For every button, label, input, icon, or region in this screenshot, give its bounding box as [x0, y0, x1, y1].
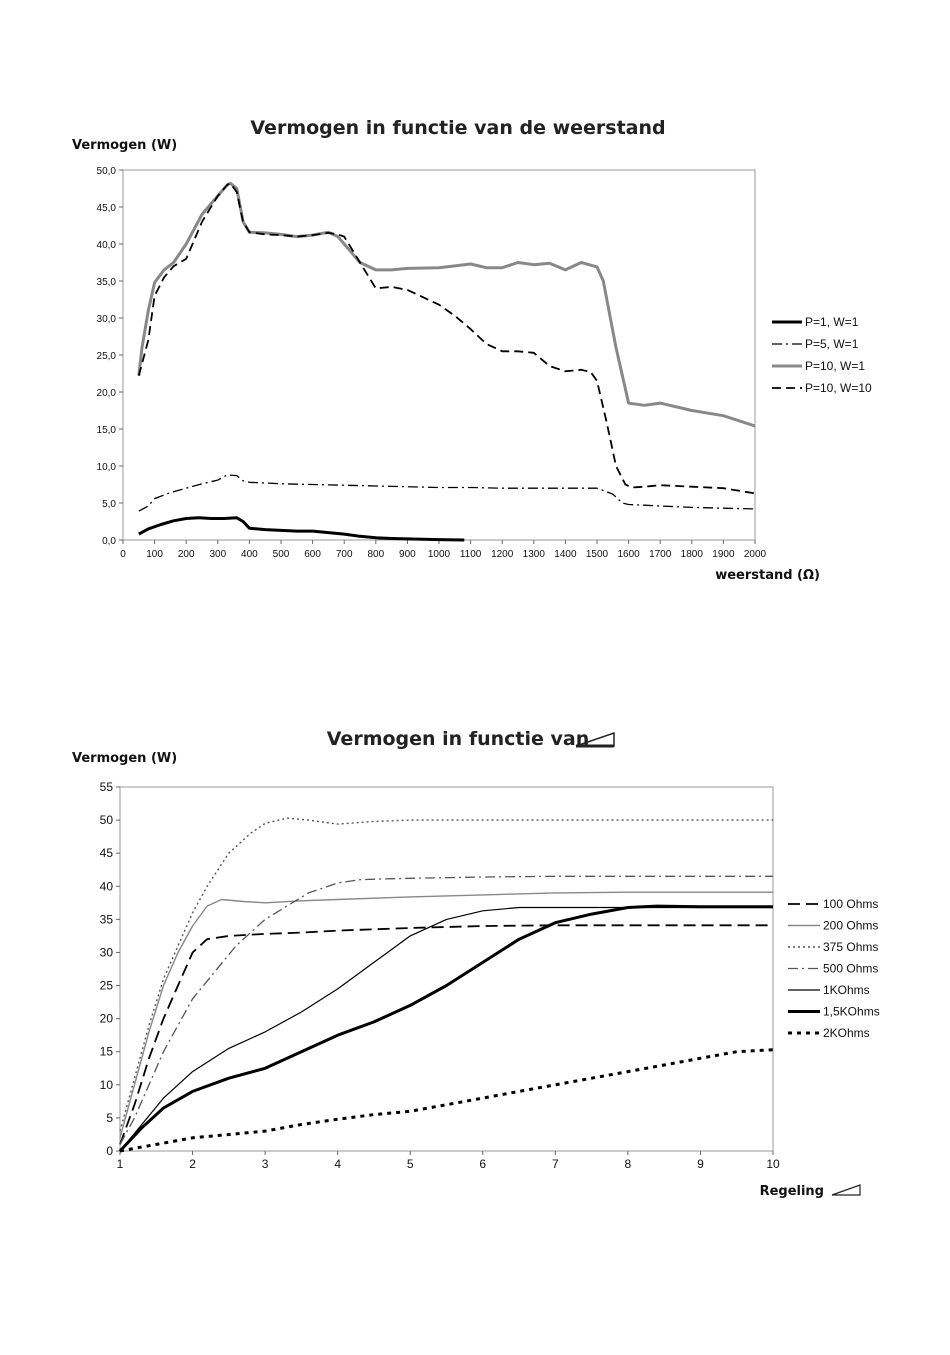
chart-1-x-tick-label: 700: [336, 549, 353, 560]
chart-2-y-tick-label: 5: [106, 1111, 113, 1125]
chart-1-y-tick-label: 40,0: [97, 240, 117, 251]
chart-1-y-tick-label: 50,0: [97, 166, 117, 177]
chart-1-x-tick-label: 1300: [523, 549, 546, 560]
chart-2-x-axis-label: Regeling: [760, 1184, 824, 1199]
chart-2-plot-area: [119, 786, 774, 1152]
chart-1-legend-label: P=5, W=1: [805, 337, 859, 351]
chart-2-series-line-6: [118, 904, 773, 1153]
chart-1-series-line-4: [137, 182, 756, 495]
chart-1-x-tick-label: 400: [241, 549, 258, 560]
chart-2-x-tick-label: 6: [479, 1157, 486, 1171]
chart-2-y-axis-label: Vermogen (W): [72, 751, 177, 766]
chart-2-y-tick-label: 0: [106, 1144, 113, 1158]
chart-2-series-line-4: [119, 875, 773, 1145]
chart-2-series-line-2: [119, 891, 773, 1138]
chart-2-y-tick-label: 55: [100, 780, 114, 794]
chart-1-series-line-1: [138, 516, 465, 542]
chart-2-legend-label: 1,5KOhms: [823, 1005, 880, 1019]
chart-1-x-tick-label: 1900: [712, 549, 735, 560]
wedge-small-icon: [831, 1184, 861, 1196]
wedge-icon: [575, 731, 615, 748]
chart-1-x-tick-label: 600: [304, 549, 321, 560]
chart-2-y-tick-label: 30: [100, 945, 114, 959]
chart-1-y-axis-label: Vermogen (W): [72, 138, 177, 153]
chart-1-plot-area: [122, 169, 756, 541]
chart-2-x-tick-label: 5: [407, 1157, 414, 1171]
chart-1-x-tick-label: 200: [178, 549, 195, 560]
chart-1-legend-label: P=10, W=10: [805, 381, 872, 395]
chart-2: Vermogen in functie van Vermogen (W) Reg…: [72, 728, 880, 1199]
chart-1-y-tick-label: 15,0: [97, 425, 117, 436]
chart-2-title: Vermogen in functie van: [327, 728, 589, 750]
chart-1-x-tick-label: 1500: [586, 549, 609, 560]
chart-1-y-tick-label: 20,0: [97, 388, 117, 399]
chart-2-y-tick-label: 45: [100, 846, 114, 860]
chart-1-y-tick-label: 35,0: [97, 277, 117, 288]
chart-2-series-line-1: [119, 924, 773, 1145]
chart-2-x-tick-label: 10: [766, 1157, 780, 1171]
chart-2-y-tick-label: 15: [100, 1045, 114, 1059]
chart-1-series-line-2: [138, 474, 756, 512]
chart-2-legend-label: 100 Ohms: [823, 897, 878, 911]
chart-1-x-axis-label: weerstand (Ω): [715, 568, 820, 583]
chart-1-y-tick-label: 0,0: [102, 536, 116, 547]
chart-2-x-tick-label: 9: [697, 1157, 704, 1171]
chart-2-legend-label: 500 Ohms: [823, 962, 878, 976]
chart-2-y-tick-label: 10: [100, 1078, 114, 1092]
chart-2-series-line-3: [119, 817, 773, 1132]
chart-2-x-tick-label: 3: [262, 1157, 269, 1171]
chart-1-title: Vermogen in functie van de weerstand: [250, 117, 665, 139]
chart-2-x-tick-label: 8: [625, 1157, 632, 1171]
chart-2-legend-label: 2KOhms: [823, 1026, 870, 1040]
chart-2-legend-label: 200 Ohms: [823, 919, 878, 933]
chart-1-x-tick-label: 1600: [617, 549, 640, 560]
chart-2-series-line-5: [119, 906, 773, 1152]
chart-2-series-line-7: [119, 1048, 774, 1153]
chart-1-x-tick-label: 300: [209, 549, 226, 560]
chart-1-x-tick-label: 2000: [744, 549, 767, 560]
chart-2-x-tick-label: 7: [552, 1157, 559, 1171]
chart-1-y-tick-label: 10,0: [97, 462, 117, 473]
chart-1-x-tick-label: 100: [146, 549, 163, 560]
chart-1: Vermogen in functie van de weerstand Ver…: [72, 117, 872, 583]
chart-2-legend-label: 1KOhms: [823, 983, 870, 997]
chart-1-legend-label: P=10, W=1: [805, 359, 865, 373]
chart-1-x-tick-label: 0: [120, 549, 126, 560]
chart-1-y-tick-label: 30,0: [97, 314, 117, 325]
chart-1-x-tick-label: 1400: [554, 549, 577, 560]
chart-1-x-tick-label: 900: [399, 549, 416, 560]
chart-1-series-line-3: [137, 181, 756, 428]
chart-2-x-tick-label: 4: [334, 1157, 341, 1171]
chart-1-x-tick-label: 1200: [491, 549, 514, 560]
chart-2-y-tick-label: 40: [100, 879, 114, 893]
chart-2-legend-label: 375 Ohms: [823, 940, 878, 954]
chart-1-x-tick-label: 1800: [681, 549, 704, 560]
chart-1-y-tick-label: 45,0: [97, 203, 117, 214]
chart-1-y-tick-label: 25,0: [97, 351, 117, 362]
chart-1-x-tick-label: 1000: [428, 549, 451, 560]
chart-1-y-tick-label: 5,0: [102, 499, 116, 510]
chart-1-x-tick-label: 1700: [649, 549, 672, 560]
chart-1-x-tick-label: 1100: [460, 549, 482, 560]
chart-2-y-tick-label: 20: [100, 1012, 114, 1026]
chart-2-y-tick-label: 50: [100, 813, 114, 827]
chart-2-y-tick-label: 25: [100, 979, 114, 993]
chart-1-x-tick-label: 800: [367, 549, 384, 560]
chart-2-x-tick-label: 1: [117, 1157, 124, 1171]
chart-1-x-tick-label: 500: [273, 549, 290, 560]
chart-1-legend-label: P=1, W=1: [805, 315, 859, 329]
chart-2-x-tick-label: 2: [189, 1157, 196, 1171]
chart-2-y-tick-label: 35: [100, 912, 114, 926]
